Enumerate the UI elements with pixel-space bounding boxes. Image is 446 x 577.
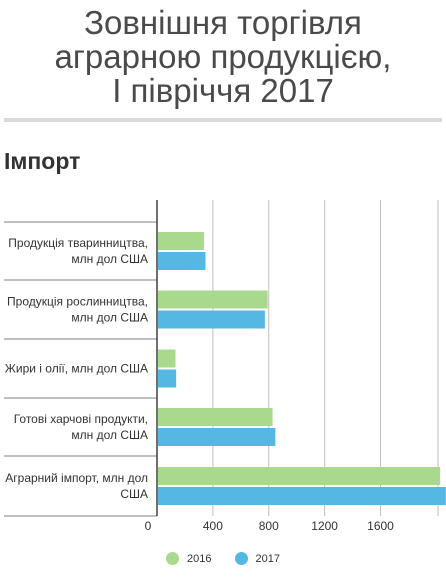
bar-2017-3: [158, 428, 276, 446]
legend-item-2016: 2016: [165, 552, 212, 565]
bar-2016-0: [158, 232, 205, 250]
legend: 2016 2017: [0, 552, 446, 568]
bar-2017-1: [158, 310, 265, 329]
x-tick-label-1600: 1600: [367, 519, 394, 533]
category-label-0-1: млн дол США: [71, 252, 148, 266]
legend-marker-2017: [234, 552, 248, 565]
legend-label-2016: 2016: [186, 552, 212, 565]
category-label-4-0: Аграрний імпорт, млн дол: [5, 471, 148, 485]
import-bar-chart: Продукція тваринництва, млн дол США Продук…: [4, 200, 446, 533]
title-line-1: Зовнішня торгівля: [84, 4, 362, 41]
legend-item-2017: 2017: [234, 552, 281, 565]
x-tick-label-1200: 1200: [311, 519, 338, 533]
bar-2017-2: [158, 369, 177, 388]
category-label-2-0: Жири і олії, млн дол США: [5, 362, 148, 376]
bar-2017-0: [158, 252, 206, 270]
x-tick-label-400: 400: [203, 519, 223, 533]
bar-2016-2: [158, 349, 176, 368]
title-line-2: аграрною продукцією,: [54, 38, 392, 75]
category-label-3-1: млн дол США: [71, 428, 148, 442]
bar-2016-3: [158, 408, 273, 426]
category-label-3-0: Готові харчові продукти,: [14, 412, 148, 426]
bar-2016-1: [158, 290, 268, 309]
bar-2017-4: [158, 487, 446, 505]
x-tick-label-800: 800: [259, 519, 279, 533]
section-title: Імпорт: [4, 148, 81, 174]
chart-title: Зовнішня торгівля аграрною продукцією, І…: [0, 6, 446, 108]
x-tick-label-0: 0: [145, 519, 152, 533]
bar-2016-4: [158, 467, 441, 485]
legend-marker-2016: [165, 552, 179, 565]
category-label-1-0: Продукція рослинництва,: [7, 295, 148, 309]
category-label-0-0: Продукція тваринництва,: [8, 236, 148, 250]
category-label-4-1: США: [120, 487, 148, 501]
title-line-3: І півріччя 2017: [112, 72, 334, 109]
title-divider: [4, 118, 442, 122]
category-label-1-1: млн дол США: [71, 311, 148, 325]
legend-label-2017: 2017: [255, 552, 281, 565]
